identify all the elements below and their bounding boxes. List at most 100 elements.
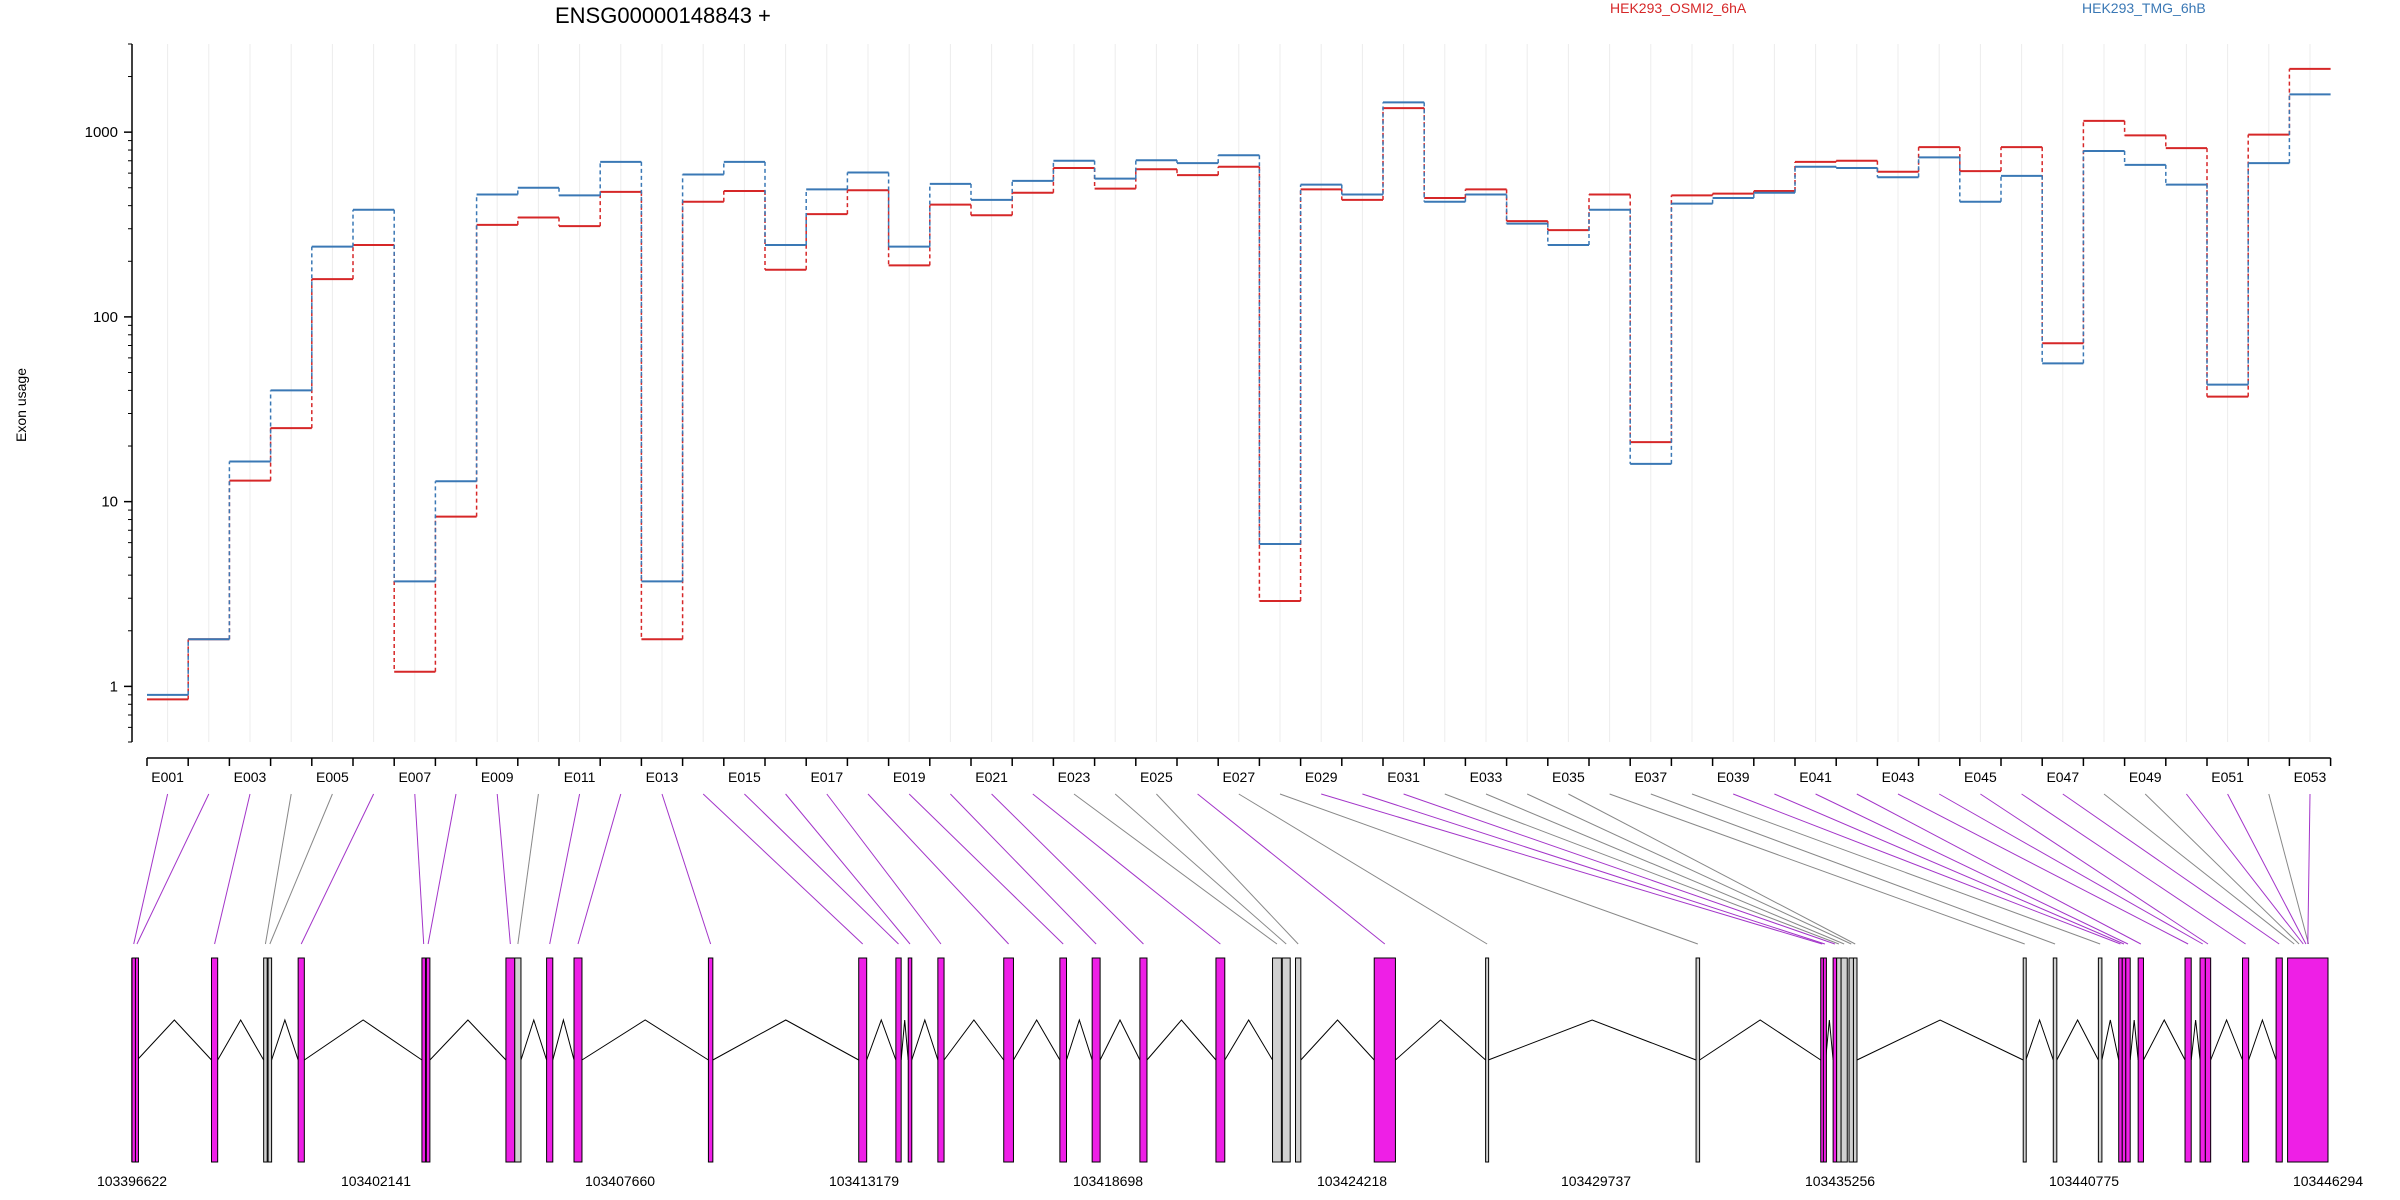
exon-connector <box>1568 793 1856 945</box>
intron-line <box>1856 1019 2024 1061</box>
x-tick-label: E047 <box>2046 769 2079 785</box>
genomic-tick-label: 103435256 <box>1805 1173 1875 1189</box>
x-tick-label: E003 <box>234 769 267 785</box>
exon-connector <box>300 793 375 945</box>
exon-block <box>1695 957 1701 1163</box>
intron-line <box>866 1018 897 1061</box>
exon-connector <box>908 793 1064 945</box>
exon-block <box>2022 957 2027 1163</box>
exon-block <box>1215 957 1226 1163</box>
exon-connector <box>414 793 425 945</box>
exon-connector <box>1279 793 1698 945</box>
exon-block <box>2097 957 2103 1163</box>
x-tick-label: E045 <box>1964 769 1997 785</box>
intron-line <box>943 1019 1005 1061</box>
exon-block <box>1373 957 1396 1163</box>
x-tick-label: E049 <box>2129 769 2162 785</box>
x-tick-label: E053 <box>2294 769 2327 785</box>
exon-connector <box>427 793 457 945</box>
intron-line <box>1224 1019 1273 1061</box>
genomic-tick-label: 103402141 <box>341 1173 411 1189</box>
exon-connector <box>867 793 1009 945</box>
exon-block <box>937 957 945 1163</box>
exon-block <box>1139 957 1148 1163</box>
x-tick-label: E019 <box>893 769 926 785</box>
intron-line <box>2143 1018 2186 1061</box>
exon-block <box>263 957 268 1163</box>
exon-connector <box>2268 793 2310 945</box>
intron-line <box>217 1018 265 1061</box>
x-tick-label: E031 <box>1387 769 1420 785</box>
y-tick-label: 1000 <box>85 124 118 141</box>
exon-block <box>2287 957 2329 1163</box>
exon-connector <box>991 793 1144 945</box>
exon-connector <box>785 793 911 945</box>
exon-connector <box>702 793 864 945</box>
series-lines <box>147 67 2331 701</box>
exon-connector <box>2227 793 2307 945</box>
exon-connector <box>1238 793 1488 945</box>
exon-block <box>1822 957 1827 1163</box>
exon-block <box>1003 957 1014 1163</box>
x-tick-label: E001 <box>151 769 184 785</box>
chart-title: ENSG00000148843 + <box>555 3 771 28</box>
exon-block <box>421 957 426 1163</box>
series-1 <box>147 93 2331 696</box>
exon-block <box>2052 957 2058 1163</box>
exon-connector <box>1733 793 2121 945</box>
y-tick-label: 100 <box>93 309 118 326</box>
x-tick-label: E023 <box>1058 769 1091 785</box>
exon-connector <box>1032 793 1221 945</box>
exon-connector <box>1114 793 1287 945</box>
x-tick-label: E011 <box>564 769 596 785</box>
exon-block <box>2184 957 2192 1163</box>
x-tick-label: E017 <box>810 769 843 785</box>
exon-block <box>1485 957 1490 1163</box>
genomic-tick-label: 103446294 <box>2293 1173 2363 1189</box>
genomic-tick-label: 103396622 <box>97 1173 167 1189</box>
exon-connector <box>744 793 899 945</box>
exon-connector <box>2307 793 2311 945</box>
intron-line <box>304 1019 423 1061</box>
exon-block <box>546 957 554 1163</box>
intron-line <box>271 1018 299 1061</box>
exon-block <box>907 957 913 1163</box>
exon-connector <box>214 793 251 945</box>
exon-connector <box>1362 793 1826 945</box>
y-tick-label: 10 <box>101 494 118 511</box>
exon-block <box>858 957 868 1163</box>
exon-block <box>2121 957 2127 1163</box>
exon-connector <box>2186 793 2304 945</box>
exon-connector <box>950 793 1097 945</box>
exon-connector <box>577 793 622 945</box>
genomic-tick-label: 103413179 <box>829 1173 899 1189</box>
exon-connector <box>264 793 292 945</box>
exon-block <box>514 957 522 1163</box>
exon-connector <box>549 793 581 945</box>
intron-line <box>2056 1018 2099 1061</box>
x-tick-label: E029 <box>1305 769 1338 785</box>
exon-connector <box>269 793 333 945</box>
genomic-tick-label: 103418698 <box>1073 1173 1143 1189</box>
exon-block <box>1836 957 1842 1163</box>
intron-line <box>2190 1019 2201 1061</box>
x-tick-label: E007 <box>398 769 431 785</box>
intron-line <box>520 1018 548 1061</box>
intron-line <box>1099 1018 1141 1061</box>
x-tick-label: E021 <box>975 769 1008 785</box>
exon-connector <box>1815 793 2129 945</box>
exon-connector <box>133 793 169 945</box>
exon-connector <box>1856 793 2142 945</box>
exon-block <box>2199 957 2206 1163</box>
x-tick-label: E041 <box>1799 769 1832 785</box>
exon-block <box>2275 957 2283 1163</box>
x-tick-label: E015 <box>728 769 761 785</box>
exon-block <box>1295 957 1302 1163</box>
grid-lines <box>167 44 2311 742</box>
exon-block <box>505 957 516 1163</box>
exon-block <box>210 957 219 1163</box>
exon-block <box>895 957 902 1163</box>
intron-line <box>1013 1019 1061 1061</box>
exon-connector <box>1691 793 2101 945</box>
